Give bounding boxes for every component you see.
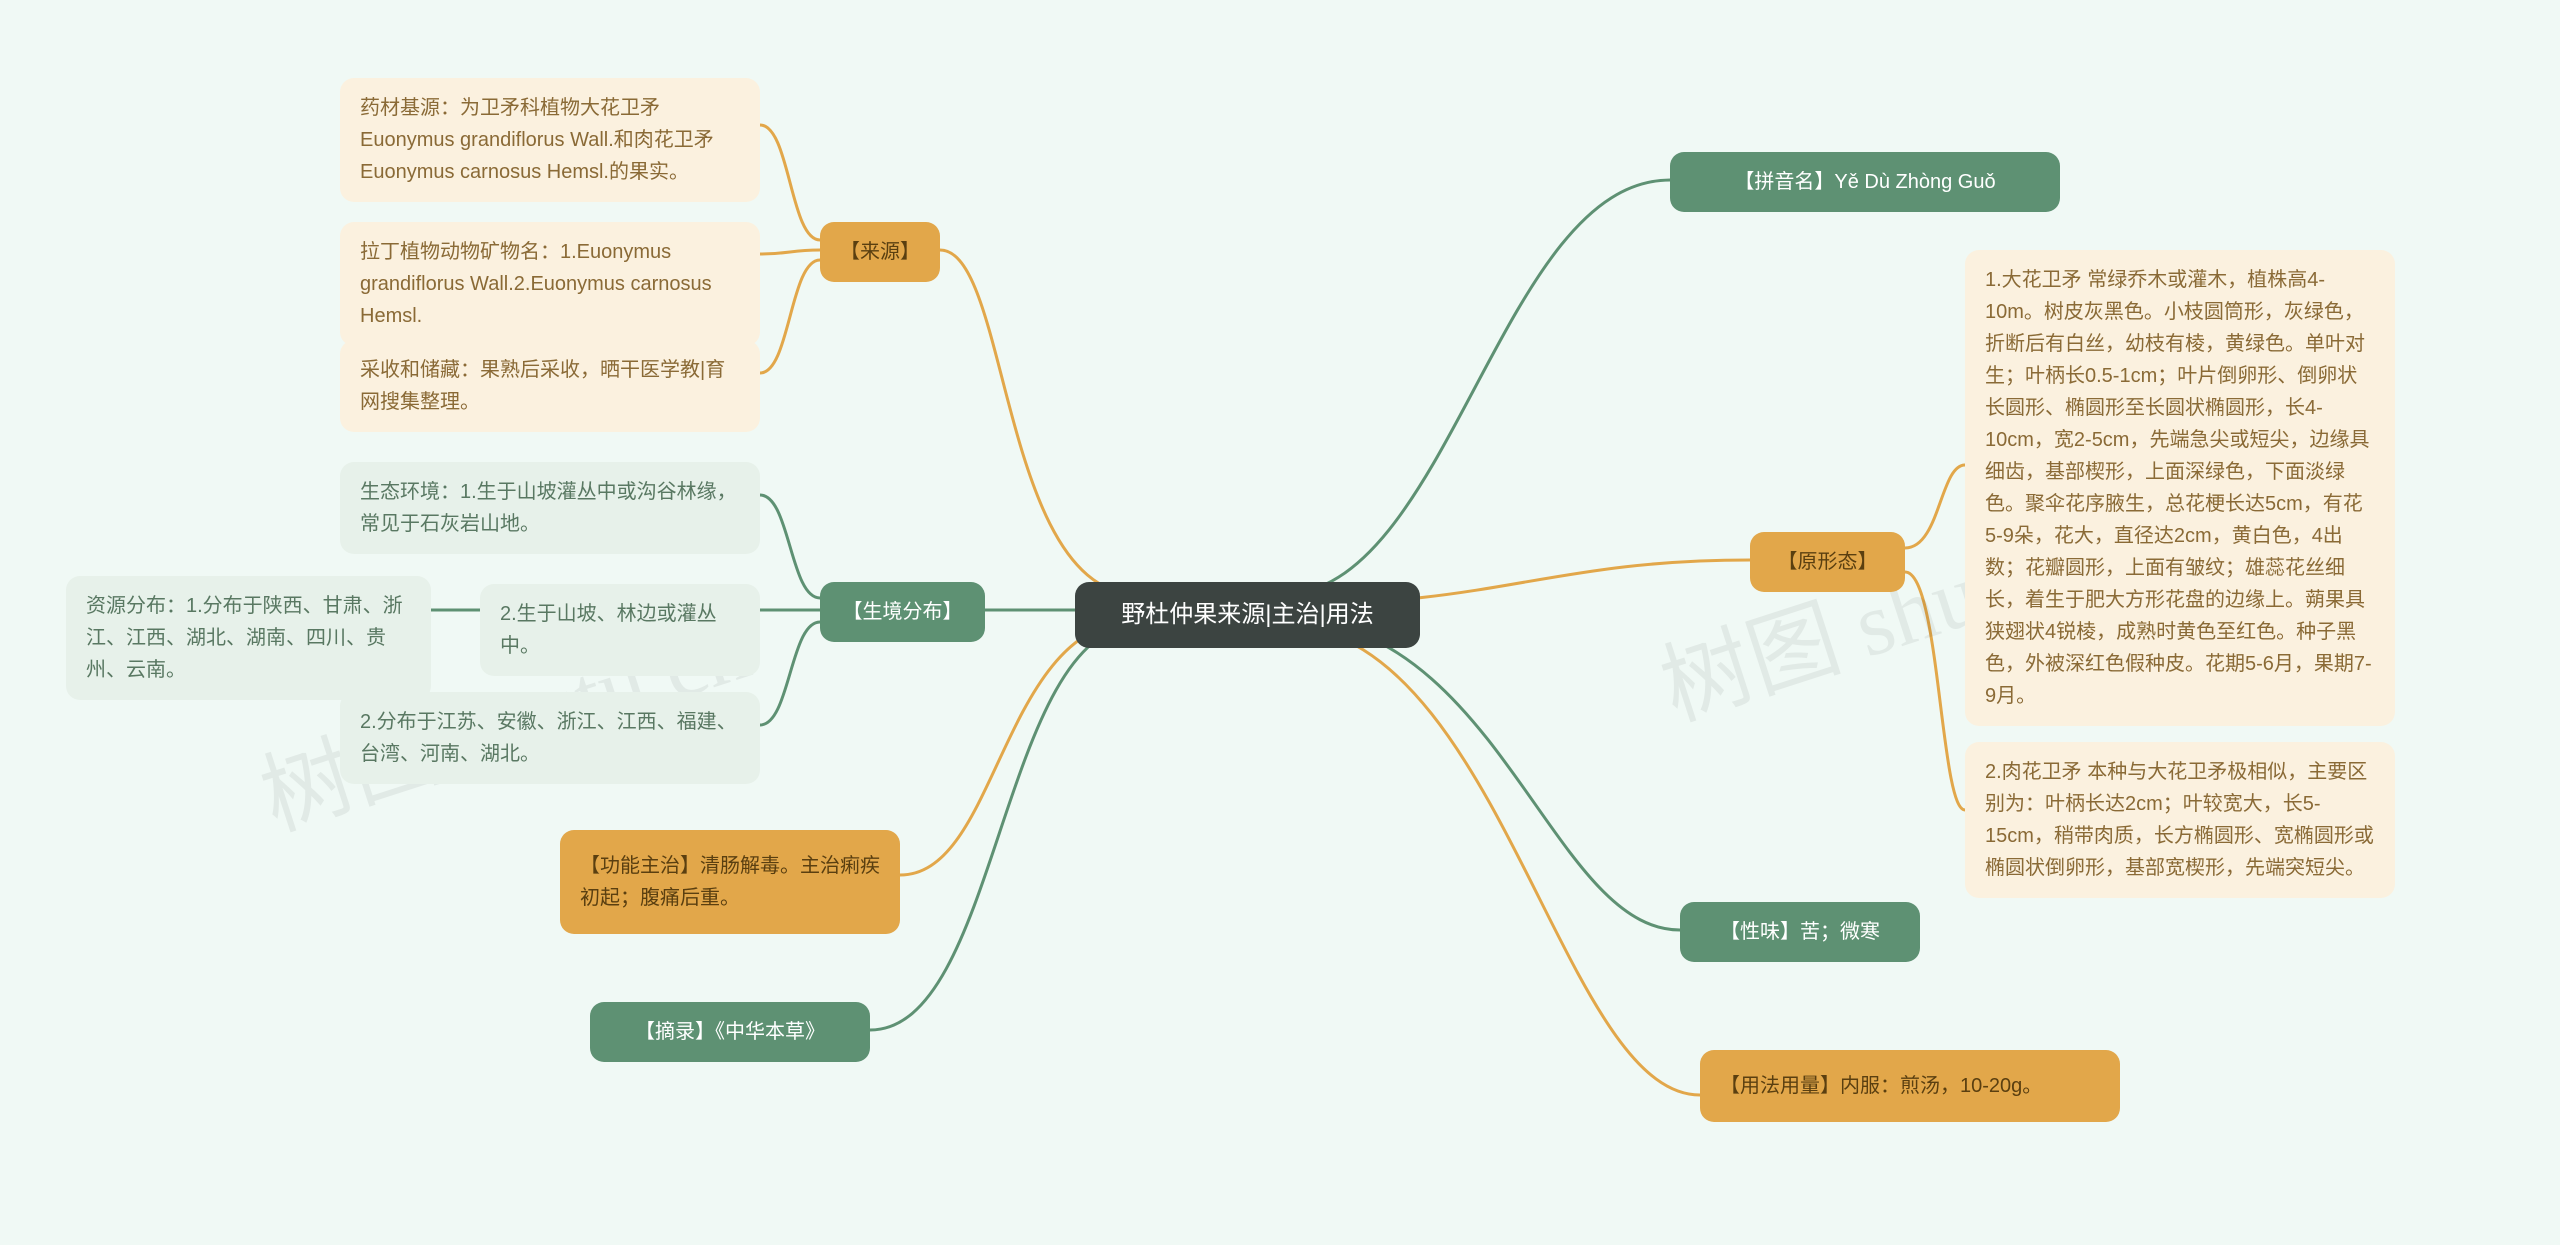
branch-nature: 【性味】苦；微寒 bbox=[1680, 902, 1920, 962]
leaf-morphology-1: 1.大花卫矛 常绿乔木或灌木，植株高4-10m。树皮灰黑色。小枝圆筒形，灰绿色，… bbox=[1965, 250, 2395, 726]
branch-dosage: 【用法用量】内服：煎汤，10-20g。 bbox=[1700, 1050, 2120, 1122]
edge bbox=[1280, 618, 1680, 930]
leaf-source-2: 拉丁植物动物矿物名：1.Euonymus grandiflorus Wall.2… bbox=[340, 222, 760, 346]
edge bbox=[760, 250, 820, 254]
branch-pinyin: 【拼音名】Yě Dù Zhònɡ Guǒ bbox=[1670, 152, 2060, 212]
branch-source: 【来源】 bbox=[820, 222, 940, 282]
edge bbox=[760, 125, 820, 240]
branch-habitat: 【生境分布】 bbox=[820, 582, 985, 642]
branch-functions: 【功能主治】清肠解毒。主治痢疾初起；腹痛后重。 bbox=[560, 830, 900, 934]
leaf-habitat-2-1: 资源分布：1.分布于陕西、甘肃、浙江、江西、湖北、湖南、四川、贵州、云南。 bbox=[66, 576, 431, 700]
edge bbox=[760, 260, 820, 373]
leaf-morphology-2: 2.肉花卫矛 本种与大花卫矛极相似，主要区别为：叶柄长达2cm；叶较宽大，长5-… bbox=[1965, 742, 2395, 898]
branch-morphology: 【原形态】 bbox=[1750, 532, 1905, 592]
leaf-source-3: 采收和储藏：果熟后采收，晒干医学教|育网搜集整理。 bbox=[340, 340, 760, 432]
edge bbox=[940, 250, 1140, 595]
leaf-source-1: 药材基源：为卫矛科植物大花卫矛Euonymus grandiflorus Wal… bbox=[340, 78, 760, 202]
root-node: 野杜仲果来源|主治|用法 bbox=[1075, 582, 1420, 648]
leaf-habitat-2: 2.生于山坡、林边或灌丛中。 bbox=[480, 584, 760, 676]
edge bbox=[1280, 180, 1670, 595]
edge bbox=[900, 620, 1140, 875]
leaf-habitat-3: 2.分布于江苏、安徽、浙江、江西、福建、台湾、河南、湖北。 bbox=[340, 692, 760, 784]
edge bbox=[1280, 625, 1700, 1095]
branch-excerpt: 【摘录】《中华本草》 bbox=[590, 1002, 870, 1062]
edge bbox=[870, 625, 1140, 1030]
leaf-habitat-1: 生态环境：1.生于山坡灌丛中或沟谷林缘，常见于石灰岩山地。 bbox=[340, 462, 760, 554]
edge bbox=[760, 495, 820, 598]
edge bbox=[1905, 465, 1965, 548]
edge bbox=[760, 622, 820, 725]
edge bbox=[1905, 572, 1965, 810]
